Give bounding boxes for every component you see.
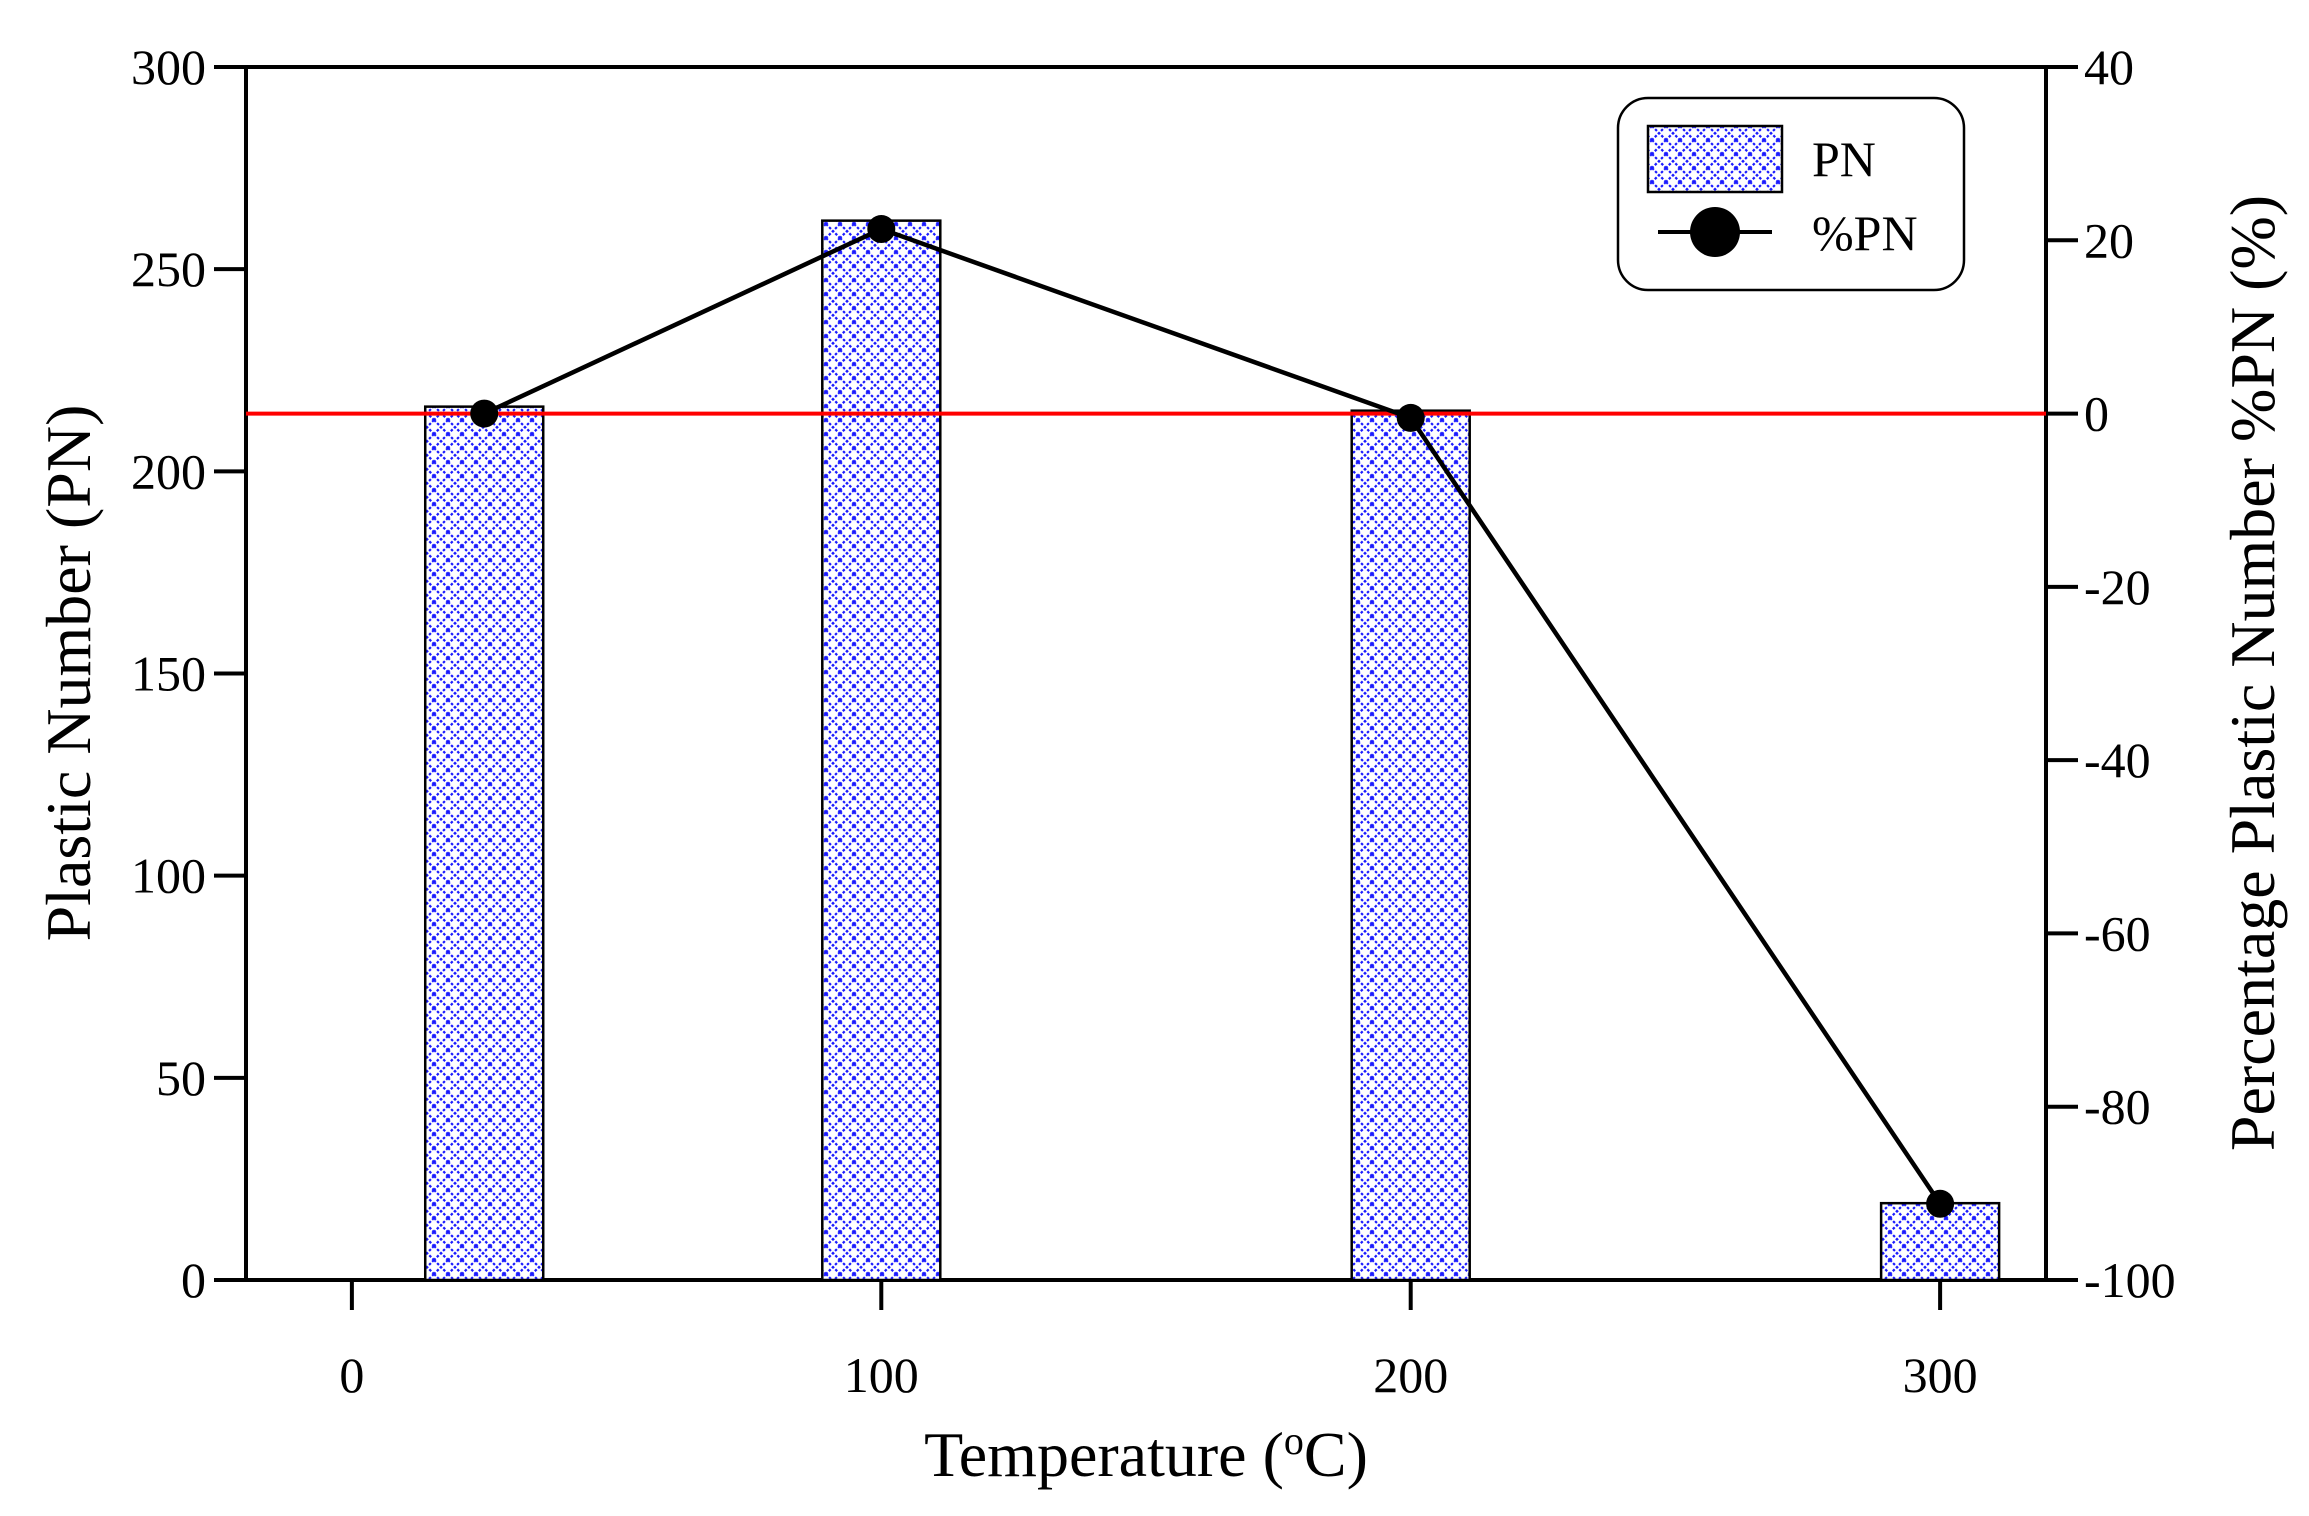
pn-percent-line-layer xyxy=(470,215,1955,1218)
left-y-tick-label: 0 xyxy=(181,1252,206,1308)
pn-percent-point xyxy=(470,399,499,428)
x-tick-label: 0 xyxy=(339,1347,364,1403)
right-y-tick-label: -80 xyxy=(2084,1079,2151,1135)
pn-percent-point xyxy=(867,215,896,244)
legend-pn-percent-marker xyxy=(1690,207,1740,257)
right-y-axis-ticks: -100 -80 -60 -40 -20 0 20 40 xyxy=(2046,39,2176,1308)
legend-pn-label: PN xyxy=(1812,131,1876,187)
right-y-tick-label: -60 xyxy=(2084,905,2151,961)
right-y-axis-title: Percentage Plastic Number %PN (%) xyxy=(2217,195,2288,1151)
right-y-tick-label: 20 xyxy=(2084,212,2134,268)
left-y-tick-label: 200 xyxy=(131,443,206,499)
bars-layer xyxy=(423,219,2001,1282)
left-y-tick-label: 50 xyxy=(156,1050,206,1106)
left-y-axis-title: Plastic Number (PN) xyxy=(33,405,104,942)
right-y-tick-label: -40 xyxy=(2084,732,2151,788)
pn-percent-point xyxy=(1926,1189,1955,1218)
legend-pn-swatch xyxy=(1646,124,1784,194)
x-tick-label: 100 xyxy=(844,1347,919,1403)
pn-percent-point xyxy=(1396,403,1425,432)
left-y-tick-label: 100 xyxy=(131,848,206,904)
pn-bar xyxy=(821,219,942,1282)
x-axis-title: Temperature (oC) xyxy=(924,1418,1368,1490)
left-y-tick-label: 300 xyxy=(131,39,206,95)
legend-pn-percent-label: %PN xyxy=(1812,205,1918,261)
right-y-tick-label: 40 xyxy=(2084,39,2134,95)
x-axis-ticks: 0 100 200 300 xyxy=(339,1280,1978,1403)
left-y-tick-label: 150 xyxy=(131,646,206,702)
pn-bar xyxy=(423,405,545,1282)
right-y-tick-label: -20 xyxy=(2084,559,2151,615)
left-y-axis-ticks: 0 50 100 150 200 250 300 xyxy=(131,39,246,1308)
x-tick-label: 200 xyxy=(1373,1347,1448,1403)
right-y-tick-label: 0 xyxy=(2084,386,2109,442)
right-y-tick-label: -100 xyxy=(2084,1252,2176,1308)
legend: PN %PN xyxy=(1616,96,1966,292)
x-tick-label: 300 xyxy=(1903,1347,1978,1403)
left-y-tick-label: 250 xyxy=(131,241,206,297)
pn-bar xyxy=(1350,409,1471,1282)
pn-percent-line xyxy=(483,226,1942,1206)
